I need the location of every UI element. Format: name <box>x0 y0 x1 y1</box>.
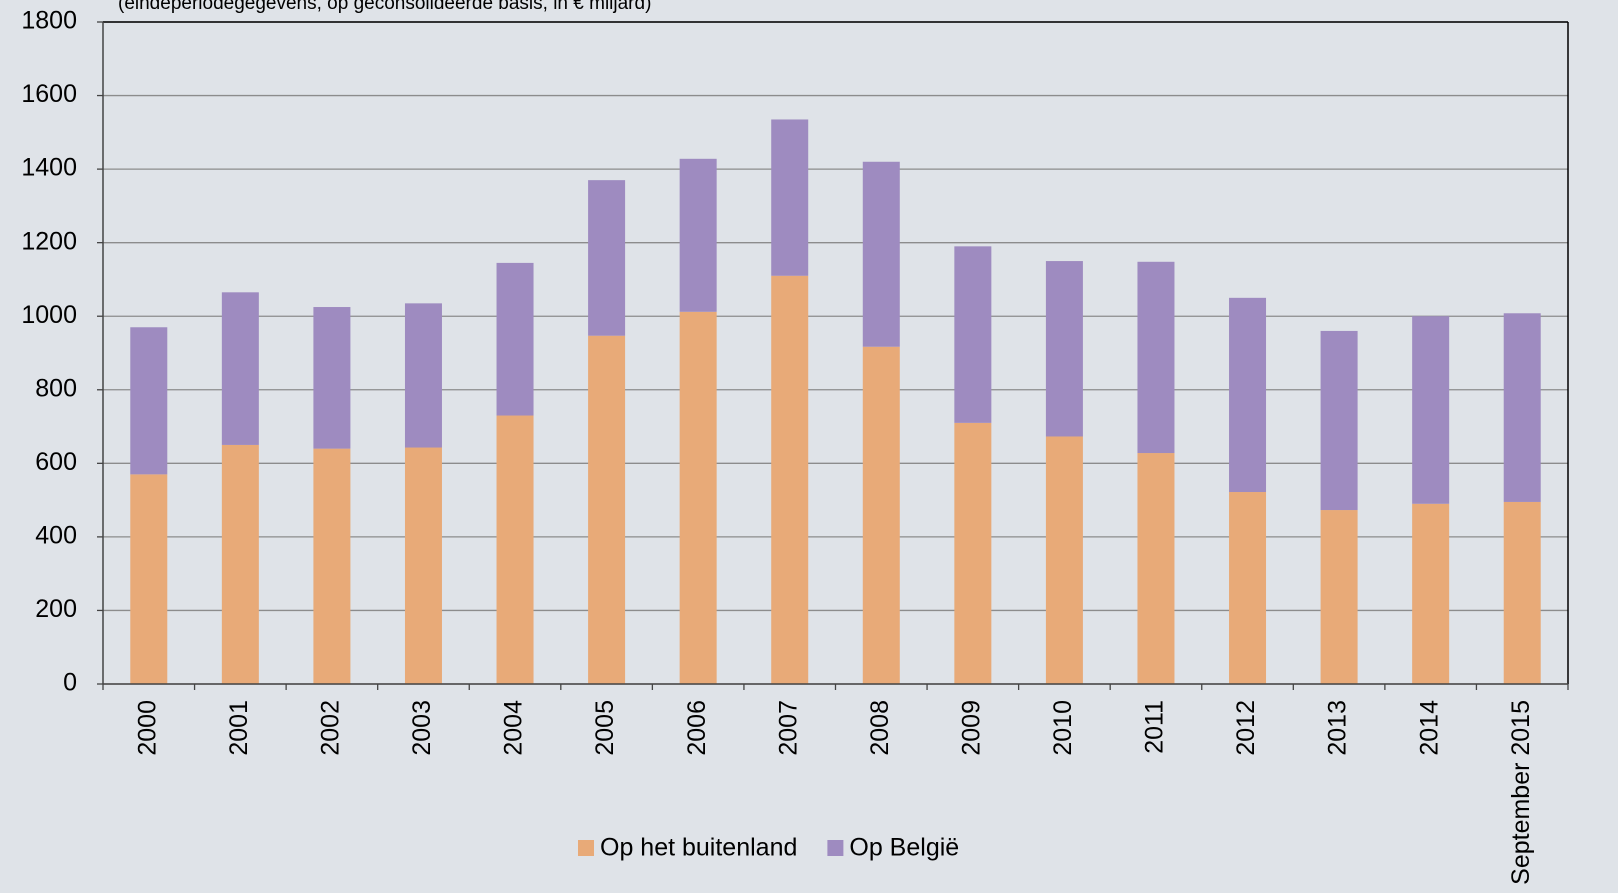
bar-segment <box>862 161 900 347</box>
bar-segment <box>771 275 809 684</box>
legend-swatch <box>578 840 594 856</box>
y-tick-label: 1400 <box>21 154 77 182</box>
x-tick-label: 2009 <box>957 700 985 756</box>
x-tick-label: 2006 <box>683 700 711 756</box>
x-tick-label: 2012 <box>1232 700 1260 756</box>
x-tick-label: 2002 <box>317 700 345 756</box>
bar-segment <box>954 422 992 684</box>
bar-segment <box>1503 313 1541 502</box>
bar-segment <box>771 119 809 276</box>
bar-segment <box>588 335 626 684</box>
y-tick-label: 1600 <box>21 80 77 108</box>
x-tick-label: 2000 <box>133 700 161 756</box>
bar-segment <box>1137 453 1175 684</box>
bar-segment <box>1503 501 1541 684</box>
bar-segment <box>1045 436 1083 684</box>
x-tick-label: 2004 <box>500 700 528 756</box>
y-tick-label: 600 <box>35 448 77 476</box>
legend-label: Op België <box>849 834 959 862</box>
y-tick-label: 1200 <box>21 227 77 255</box>
bar-segment <box>221 292 259 445</box>
y-tick-label: 800 <box>35 374 77 402</box>
bar-segment <box>679 158 717 312</box>
bar-segment <box>1320 330 1358 511</box>
bar-segment <box>221 444 259 684</box>
x-tick-label: 2007 <box>774 700 802 756</box>
x-tick-label: 2013 <box>1324 700 1352 756</box>
bar-segment <box>1137 261 1175 454</box>
x-tick-label: 2010 <box>1049 700 1077 756</box>
y-tick-label: 200 <box>35 595 77 623</box>
chart-subtitle: (eindeperiodegegevens, op geconsolideerd… <box>118 0 651 14</box>
bar-segment <box>862 346 900 684</box>
bar-segment <box>1045 261 1083 437</box>
bar-segment <box>954 246 992 423</box>
legend-swatch <box>827 840 844 856</box>
y-tick-label: 1000 <box>21 301 77 329</box>
bar-segment <box>496 415 534 684</box>
bar-segment <box>1412 503 1450 684</box>
y-tick-label: 1800 <box>21 7 77 35</box>
bar-segment <box>588 180 626 336</box>
bar-segment <box>130 474 168 684</box>
x-tick-label: September 2015 <box>1507 700 1535 885</box>
bar-segment <box>1229 297 1267 493</box>
bar-segment <box>679 311 717 684</box>
x-tick-label: 2005 <box>591 700 619 756</box>
bar-segment <box>313 307 351 449</box>
bar-segment <box>130 327 168 475</box>
bar-segment <box>1320 510 1358 684</box>
x-tick-label: 2014 <box>1415 700 1443 756</box>
y-tick-label: 0 <box>63 669 77 697</box>
bar-segment <box>313 448 351 684</box>
x-tick-label: 2003 <box>408 700 436 756</box>
bar-segment <box>1229 492 1267 684</box>
bar-segment <box>496 262 534 416</box>
bar-segment <box>404 447 442 684</box>
bar-segment <box>404 303 442 448</box>
legend-label: Op het buitenland <box>600 834 797 862</box>
y-tick-label: 400 <box>35 521 77 549</box>
bar-segment <box>1412 316 1450 504</box>
x-tick-label: 2001 <box>225 700 253 756</box>
x-tick-label: 2008 <box>866 700 894 756</box>
x-tick-label: 2011 <box>1141 700 1169 754</box>
